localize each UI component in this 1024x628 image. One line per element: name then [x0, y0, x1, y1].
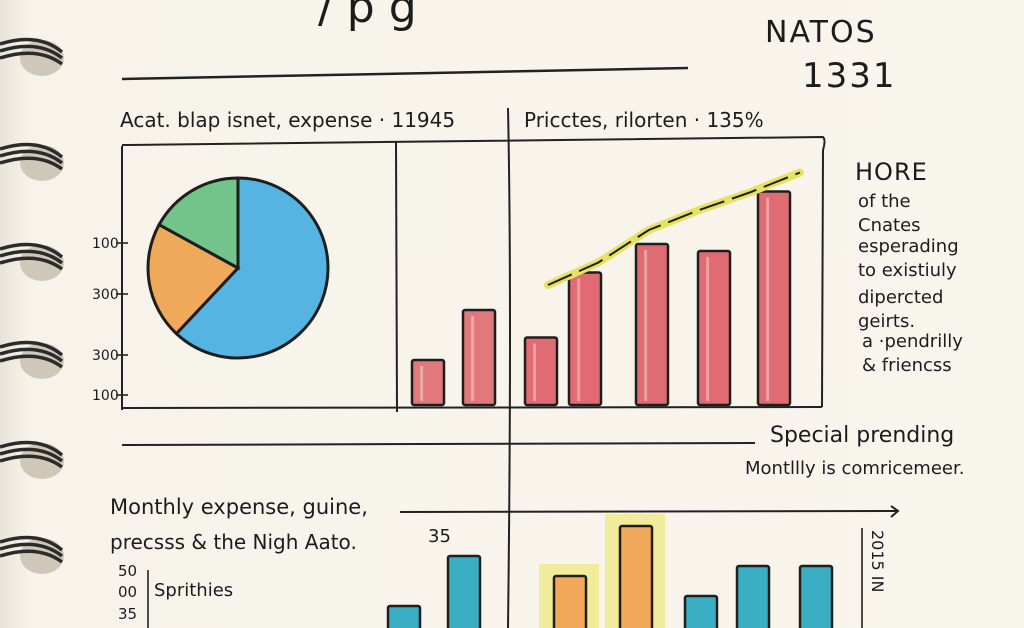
- chart-bar: [446, 554, 482, 628]
- chart-bar: [735, 564, 771, 628]
- header-rule: [121, 66, 689, 81]
- note-line: of the: [858, 191, 911, 212]
- bottom-bar-chart: [386, 514, 834, 628]
- note-line: to existiuly: [858, 260, 957, 281]
- pie-slice: [146, 222, 241, 336]
- spiral-ring: [0, 454, 64, 469]
- top-frame: [121, 135, 826, 408]
- spiral-ring: [0, 51, 64, 66]
- chart-bar: [634, 242, 670, 407]
- ring-hole: [20, 538, 64, 574]
- special-title: Special prending: [770, 423, 954, 448]
- chart-bar: [696, 249, 732, 407]
- ring-hole: [20, 145, 64, 181]
- ring-hole: [20, 343, 64, 379]
- note-line: & friencss: [862, 355, 952, 376]
- chart-bar: [552, 574, 588, 628]
- pie-slice: [157, 176, 240, 271]
- pie-slice: [174, 176, 330, 360]
- chart-bar: [798, 564, 834, 628]
- bottom-y-tick: 35: [118, 605, 137, 623]
- panel1-y-tick-label: 100: [92, 388, 119, 404]
- ring-hole: [20, 443, 64, 479]
- center-divider: [507, 107, 511, 628]
- spiral-ring: [0, 249, 64, 265]
- trend-line: [547, 171, 801, 286]
- spiral-ring: [0, 447, 64, 463]
- chart-bar: [618, 524, 654, 628]
- ring-hole: [20, 40, 64, 76]
- spiral-ring: [0, 347, 64, 363]
- bottom-caption-line1: Monthly expense, guine,: [110, 495, 368, 519]
- panel1-bar-chart: [410, 308, 497, 407]
- note-line: dipercted: [858, 287, 943, 308]
- panel1-divider: [395, 141, 398, 413]
- note-line: Cnates: [858, 215, 921, 236]
- spiral-ring: [0, 440, 64, 457]
- spiral-binding: [0, 37, 64, 574]
- spiral-ring: [0, 44, 64, 60]
- top-x-axis: [121, 406, 823, 409]
- panel1-y-tick-label: 300: [92, 348, 119, 364]
- spiral-ring: [0, 242, 64, 259]
- bottom-top-rule: [399, 510, 898, 513]
- notebook-number: 1331: [802, 56, 897, 96]
- ring-hole: [20, 245, 64, 281]
- notebook-label: NATOS: [765, 15, 877, 50]
- expense-pie-chart: [146, 176, 330, 360]
- spiral-ring: [0, 142, 64, 159]
- note-line: a ·pendrilly: [862, 331, 963, 352]
- note-line: HORE: [855, 158, 928, 186]
- chart-bar: [461, 308, 497, 407]
- panel1-y-tick-label: 100: [92, 236, 119, 252]
- bottom-legend-label: Sprithies: [154, 580, 233, 601]
- chart-bar: [567, 271, 603, 407]
- spiral-ring: [0, 149, 64, 165]
- note-line: geirts.: [858, 311, 915, 332]
- spiral-ring: [0, 256, 64, 271]
- panel1-y-tick-label: 300: [92, 287, 119, 303]
- bottom-y-tick: 50: [118, 562, 137, 580]
- chart-bar: [410, 358, 446, 407]
- spiral-ring: [0, 535, 64, 552]
- bottom-side-label: 2015 IN: [868, 530, 887, 593]
- panel1-title: Acat. blap isnet, expense · 11945: [120, 108, 455, 132]
- bottom-arrow-icon: [890, 505, 900, 518]
- panel2-trend-line: [544, 168, 804, 289]
- chart-bar: [756, 190, 792, 407]
- bottom-y-tick: 00: [118, 583, 137, 601]
- notes-column: HORE of the Cnates esperading to existiu…: [855, 158, 963, 376]
- note-line: esperading: [858, 236, 959, 257]
- spiral-ring: [0, 354, 64, 369]
- chart-bar: [386, 604, 422, 628]
- chart-bar: [683, 594, 719, 628]
- panel2-title: Pricctes, rilorten · 135%: [524, 108, 764, 132]
- spiral-ring: [0, 37, 64, 54]
- bottom-value-label: 35: [428, 526, 451, 547]
- spiral-ring: [0, 549, 64, 564]
- panel2-bar-chart: [523, 190, 792, 407]
- bottom-caption-line2: precsss & the Nigh Aato.: [110, 530, 357, 554]
- spiral-ring: [0, 542, 64, 558]
- panel1-y-ticks: 100 300 300 100: [92, 236, 128, 404]
- middle-rule: [121, 442, 756, 446]
- spiral-ring: [0, 156, 64, 171]
- header-title-partial: / p g: [318, 0, 417, 33]
- spiral-ring: [0, 340, 64, 357]
- chart-bar: [523, 336, 559, 407]
- special-subtitle: Montllly is comricemeer.: [745, 458, 964, 479]
